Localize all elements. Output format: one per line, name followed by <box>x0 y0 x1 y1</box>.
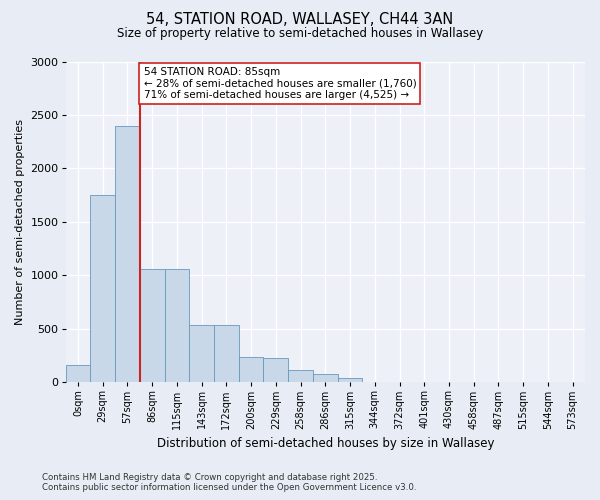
X-axis label: Distribution of semi-detached houses by size in Wallasey: Distribution of semi-detached houses by … <box>157 437 494 450</box>
Text: 54 STATION ROAD: 85sqm
← 28% of semi-detached houses are smaller (1,760)
71% of : 54 STATION ROAD: 85sqm ← 28% of semi-det… <box>143 67 416 100</box>
Bar <box>91 195 115 382</box>
Bar <box>214 324 239 382</box>
Bar <box>313 374 338 382</box>
Bar <box>338 378 362 382</box>
Bar <box>115 126 140 382</box>
Bar <box>140 269 164 382</box>
Text: Contains HM Land Registry data © Crown copyright and database right 2025.
Contai: Contains HM Land Registry data © Crown c… <box>42 473 416 492</box>
Bar <box>164 269 189 382</box>
Bar <box>239 356 263 382</box>
Text: 54, STATION ROAD, WALLASEY, CH44 3AN: 54, STATION ROAD, WALLASEY, CH44 3AN <box>146 12 454 28</box>
Bar <box>288 370 313 382</box>
Bar <box>189 324 214 382</box>
Bar <box>263 358 288 382</box>
Text: Size of property relative to semi-detached houses in Wallasey: Size of property relative to semi-detach… <box>117 28 483 40</box>
Bar <box>65 365 91 382</box>
Y-axis label: Number of semi-detached properties: Number of semi-detached properties <box>15 119 25 325</box>
